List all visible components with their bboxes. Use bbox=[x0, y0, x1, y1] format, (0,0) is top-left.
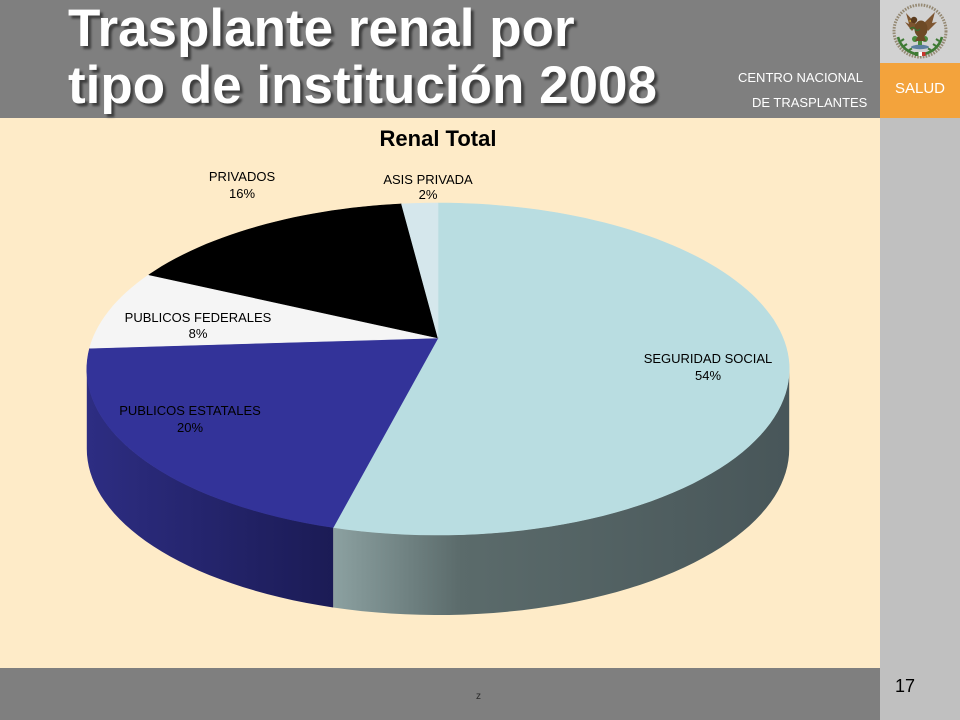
footer-bar: z bbox=[0, 668, 880, 720]
data-label-name-publicos-estatales: PUBLICOS ESTATALES bbox=[119, 403, 261, 418]
pie-side-walls bbox=[86, 369, 790, 615]
slide-title-line-1: Trasplante renal por bbox=[68, 0, 575, 58]
footer-text: z bbox=[476, 691, 481, 702]
pie-slice-side-seguridad-social bbox=[333, 369, 790, 615]
pie-slice-seguridad-social bbox=[332, 202, 790, 536]
pie-slices bbox=[86, 202, 790, 536]
coat-of-arms-icon bbox=[892, 3, 948, 59]
org-name-line-2: DE TRASPLANTES bbox=[752, 95, 868, 110]
pie-slice-side-publicos-estatales bbox=[86, 369, 334, 608]
data-label-name-asis-privada: ASIS PRIVADA bbox=[383, 172, 473, 187]
chart-title: Renal Total bbox=[380, 126, 497, 151]
data-label-name-privados: PRIVADOS bbox=[209, 169, 276, 184]
page-number: 17 bbox=[895, 676, 916, 696]
data-label-value-asis-privada: 2% bbox=[419, 187, 438, 202]
org-name-line-1: CENTRO NACIONAL bbox=[738, 70, 863, 85]
side-column bbox=[880, 0, 960, 720]
pie-chart: Renal Total SEGURIDAD SOCIAL 54% PUBLICOS … bbox=[86, 126, 790, 615]
data-label-name-seguridad-social: SEGURIDAD SOCIAL bbox=[644, 351, 773, 366]
emblem-area bbox=[880, 0, 960, 63]
data-label-value-publicos-federales: 8% bbox=[189, 326, 208, 341]
pie-slice-privados bbox=[148, 203, 439, 339]
slide-header: Trasplante renal por tipo de institución… bbox=[0, 0, 880, 118]
pie-slice-publicos-estatales bbox=[86, 337, 439, 528]
data-label-value-privados: 16% bbox=[229, 186, 255, 201]
pie-slice-asis-privada bbox=[401, 202, 439, 339]
pie-slice-publicos-federales bbox=[89, 274, 439, 349]
data-label-name-publicos-federales: PUBLICOS FEDERALES bbox=[125, 310, 272, 325]
data-label-value-seguridad-social: 54% bbox=[695, 368, 721, 383]
brand-label: SALUD bbox=[880, 63, 960, 118]
pie-data-labels: SEGURIDAD SOCIAL 54% PUBLICOS ESTATALES 20%… bbox=[119, 169, 772, 435]
data-label-value-publicos-estatales: 20% bbox=[177, 420, 203, 435]
slide-title-line-2: tipo de institución 2008 bbox=[68, 56, 657, 115]
